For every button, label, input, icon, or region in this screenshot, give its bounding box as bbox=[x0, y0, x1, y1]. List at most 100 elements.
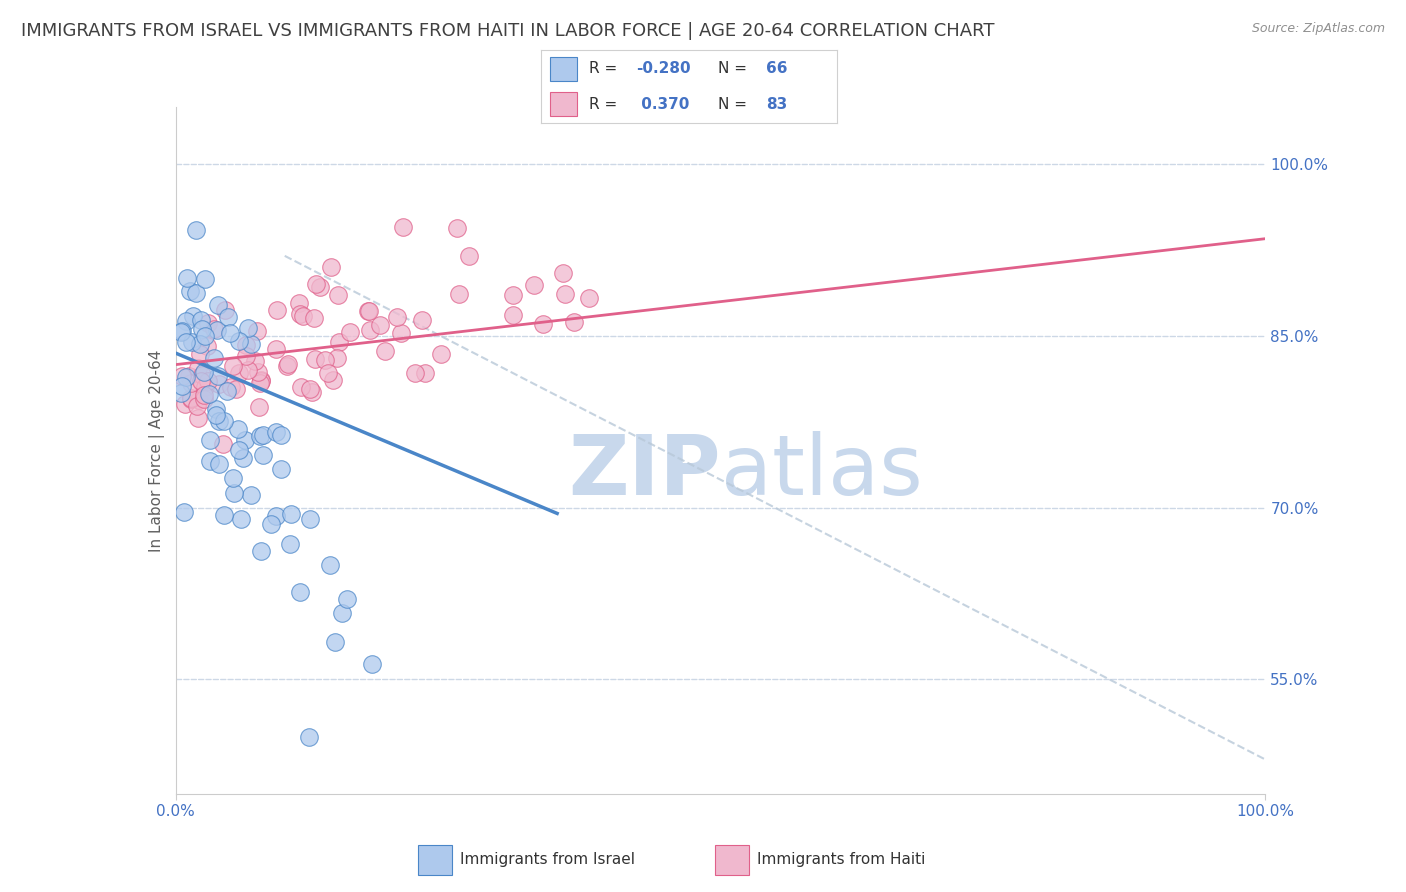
Point bbox=[176, 271, 198, 285]
Point bbox=[245, 354, 267, 368]
Text: Immigrants from Israel: Immigrants from Israel bbox=[461, 853, 636, 867]
Point bbox=[198, 387, 221, 401]
Point bbox=[238, 363, 260, 377]
Text: ZIP: ZIP bbox=[568, 431, 721, 512]
Point bbox=[385, 310, 408, 324]
Point bbox=[551, 267, 574, 281]
Point bbox=[188, 336, 211, 351]
Point bbox=[174, 396, 197, 410]
Point bbox=[391, 220, 413, 235]
Point bbox=[170, 326, 193, 340]
Point bbox=[413, 366, 436, 380]
Point bbox=[361, 657, 384, 672]
Text: N =: N = bbox=[718, 96, 752, 112]
Point bbox=[457, 249, 479, 263]
Point bbox=[222, 359, 245, 374]
Point bbox=[176, 334, 198, 349]
Text: Immigrants from Haiti: Immigrants from Haiti bbox=[758, 853, 925, 867]
Point bbox=[180, 392, 202, 406]
Point bbox=[298, 382, 321, 396]
Point bbox=[247, 401, 270, 415]
Text: 83: 83 bbox=[766, 96, 787, 112]
Point bbox=[235, 338, 257, 352]
Point bbox=[232, 451, 254, 466]
Bar bbox=[550, 57, 576, 80]
Point bbox=[277, 357, 299, 371]
Point bbox=[194, 328, 217, 343]
Point bbox=[304, 351, 326, 366]
Point bbox=[179, 285, 201, 299]
Point bbox=[235, 349, 257, 363]
Point bbox=[302, 310, 325, 325]
Point bbox=[207, 368, 229, 383]
Point bbox=[446, 221, 468, 235]
Point bbox=[288, 585, 311, 599]
Point bbox=[194, 379, 217, 393]
Point bbox=[187, 392, 209, 407]
Point bbox=[368, 318, 391, 333]
Point bbox=[411, 313, 433, 327]
Point bbox=[270, 427, 292, 442]
Point bbox=[239, 336, 262, 351]
Point bbox=[218, 326, 240, 341]
Point bbox=[359, 323, 381, 337]
Point bbox=[249, 429, 271, 443]
Point bbox=[330, 606, 353, 620]
Point bbox=[260, 517, 283, 532]
Point bbox=[190, 374, 212, 388]
Bar bbox=[419, 845, 453, 875]
Point bbox=[266, 342, 288, 356]
Text: atlas: atlas bbox=[721, 431, 922, 512]
Point bbox=[200, 433, 222, 447]
Point bbox=[562, 316, 585, 330]
Point bbox=[188, 347, 211, 361]
Point bbox=[252, 448, 274, 462]
Point bbox=[170, 369, 193, 384]
Point bbox=[429, 347, 451, 361]
Point bbox=[316, 366, 339, 380]
Point bbox=[217, 310, 239, 325]
Point bbox=[502, 288, 524, 302]
Point bbox=[305, 277, 328, 292]
Point bbox=[578, 291, 600, 305]
Point bbox=[222, 471, 245, 485]
Point bbox=[208, 458, 231, 472]
Point bbox=[236, 320, 259, 334]
Point bbox=[184, 286, 207, 301]
Point bbox=[186, 223, 208, 237]
Point bbox=[174, 314, 197, 328]
Point bbox=[321, 260, 343, 274]
Point bbox=[314, 352, 336, 367]
Point bbox=[187, 361, 209, 376]
Point bbox=[250, 543, 273, 558]
Text: N =: N = bbox=[718, 62, 752, 77]
Text: 66: 66 bbox=[766, 62, 787, 77]
Point bbox=[301, 384, 323, 399]
Point bbox=[181, 334, 204, 349]
Point bbox=[193, 388, 215, 402]
Text: IMMIGRANTS FROM ISRAEL VS IMMIGRANTS FROM HAITI IN LABOR FORCE | AGE 20-64 CORRE: IMMIGRANTS FROM ISRAEL VS IMMIGRANTS FRO… bbox=[21, 22, 994, 40]
Point bbox=[288, 296, 311, 310]
Point bbox=[240, 488, 263, 502]
Point bbox=[328, 334, 350, 349]
Point bbox=[250, 373, 273, 387]
Point bbox=[270, 461, 292, 475]
Point bbox=[374, 343, 396, 358]
Text: R =: R = bbox=[589, 62, 621, 77]
Point bbox=[278, 536, 301, 550]
Bar bbox=[550, 93, 576, 116]
Point bbox=[170, 379, 193, 393]
Point bbox=[214, 303, 236, 318]
Bar bbox=[716, 845, 749, 875]
Point bbox=[389, 326, 412, 341]
Point bbox=[222, 486, 245, 500]
Point bbox=[246, 324, 269, 338]
Point bbox=[250, 374, 273, 388]
Point bbox=[180, 376, 202, 391]
Point bbox=[298, 730, 321, 744]
Point bbox=[181, 309, 204, 323]
Point bbox=[228, 442, 250, 457]
Point bbox=[266, 425, 288, 439]
Point bbox=[323, 635, 346, 649]
Point bbox=[447, 287, 470, 301]
